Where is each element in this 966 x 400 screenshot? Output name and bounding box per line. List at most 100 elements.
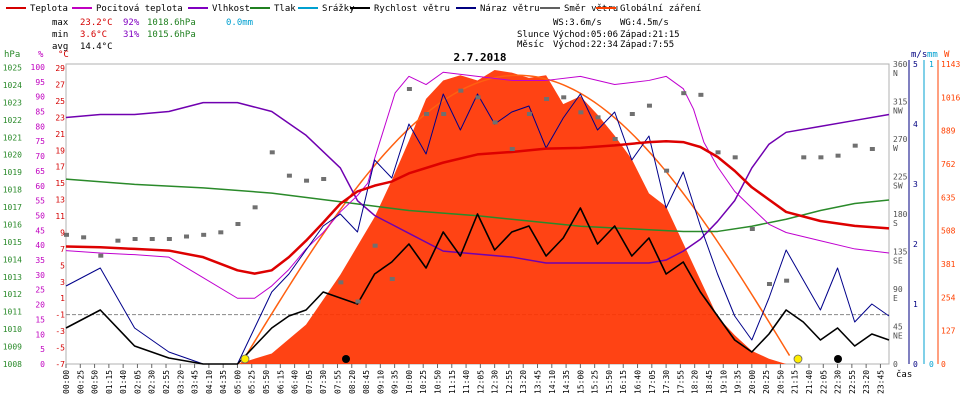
axis-tick-label: 19 [55,146,65,155]
axis-tick-label: 25 [35,286,45,295]
x-tick-label: 00:00 [62,370,71,394]
x-tick-label: 02:55 [162,370,171,394]
axis-tick-label: 4 [913,120,918,129]
unit-w: W [944,50,950,60]
axis-tick-label: 0 [941,360,946,369]
wind-dir-point [201,232,207,237]
axis-tick-label: 360 [893,60,908,69]
axis-tick-label: 1010 [3,325,22,334]
x-tick-label: 13:20 [519,370,528,394]
stats-wind-gust: WG:4.5m/s [620,18,669,28]
legend-label: Rychlost větru [374,4,450,14]
wind-dir-point [544,97,550,101]
axis-tick-label: 21 [55,130,65,139]
x-tick-label: 04:10 [205,370,214,394]
x-tick-label: 17:05 [648,370,657,394]
stats-sun-label: Slunce [517,30,550,40]
x-tick-label: 12:55 [505,370,514,394]
x-tick-label: 07:55 [333,370,342,394]
wind-dir-point [252,205,258,210]
legend-label: Tlak [274,4,296,14]
stats-panel: max 23.2°C 92% 1018.6hPa 0.0mm min 3.6°C… [52,18,680,52]
legend-label: Náraz větru [480,4,540,14]
wind-dir-point [406,87,412,91]
x-tick-label: 22:30 [834,370,843,394]
series-line [65,93,890,365]
legend-label: Teplota [30,4,68,14]
axis-tick-label: 27 [55,81,65,90]
wind-dir-point [372,243,378,248]
axis-tick-label: 1014 [3,255,22,264]
stats-avg-temp: 14.4°C [80,42,113,52]
moonset-marker [342,355,350,363]
axis-tick-label: 85 [35,108,45,117]
wind-dir-point [149,237,155,241]
x-tick-label: 12:30 [491,370,500,394]
legend-label: Směr větru [564,4,618,14]
x-tick-label: 16:40 [634,370,643,394]
wind-dir-point [321,177,327,181]
x-tick-label: 23:45 [876,370,885,394]
axis-tick-label: 225 [893,173,908,182]
x-tick-label: 11:40 [462,370,471,394]
wind-dir-point [184,234,190,239]
x-tick-label: 21:15 [791,370,800,394]
x-tick-label: 11:15 [448,370,457,394]
wind-dir-point [835,153,841,158]
sunset-marker [793,354,803,364]
axis-tick-label: -3 [55,327,65,336]
stats-wind-speed: WS:3.6m/s [553,18,602,28]
axis-tick-label: 1025 [3,63,22,72]
axis-tick-label: 90 [893,285,903,294]
axis-tick-label: 11 [55,212,65,221]
axis-tick-label: E [893,294,898,303]
x-tick-label: 10:25 [419,370,428,394]
wind-dir-point [818,155,824,160]
wind-dir-point [166,237,172,241]
wind-dir-point [81,235,87,240]
axis-tick-label: 381 [941,260,956,269]
axis-tick-label: 17 [55,163,65,172]
axis-tick-label: 25 [55,97,65,106]
wind-dir-point [784,278,790,283]
axis-tick-label: 40 [35,241,45,250]
x-tick-label: 10:00 [405,370,414,394]
axis-tick-label: 270 [893,135,908,144]
axis-tick-label: 1 [929,60,934,69]
axis-units: hPa % °C m/s mm W čas [4,50,950,380]
legend-label: Srážky [322,4,355,14]
x-tick-label: 20:25 [762,370,771,394]
axis-tick-label: 889 [941,127,956,136]
stats-moon-set: Západ:7:55 [620,40,674,50]
wind-dir-point [681,91,687,96]
axis-tick-label: 1 [60,294,65,303]
x-tick-label: 08:20 [348,370,357,394]
x-tick-label: 07:05 [305,370,314,394]
x-tick-label: 00:25 [76,370,85,394]
axis-tick-label: N [893,69,898,78]
wind-dir-point [492,120,498,125]
axis-tick-label: -1 [55,311,65,320]
axis-tick-label: 0 [893,360,898,369]
axis-tick-label: 1015 [3,238,22,247]
x-tick-label: 14:35 [562,370,571,394]
axis-tick-label: 80 [35,122,45,131]
axis-tick-label: 5 [913,60,918,69]
wind-dir-point [646,103,652,108]
axis-tick-label: -5 [55,344,65,353]
stats-min-temp: 3.6°C [80,30,107,40]
series-line [65,140,890,275]
x-tick-label: 18:20 [691,370,700,394]
stats-moon-label: Měsíc [517,40,544,50]
axis-tick-label: 50 [35,211,45,220]
axis-tick-label: 1143 [941,60,960,69]
axis-tick-label: 55 [35,197,45,206]
unit-degc: °C [58,50,69,60]
stats-max-rain: 0.0mm [226,18,253,28]
axis-tick-label: 60 [35,182,45,191]
axis-tick-label: S [893,219,898,228]
axis-tick-label: 100 [31,63,46,72]
x-tick-label: 21:40 [805,370,814,394]
chart-title: 2.7.2018 [454,51,507,64]
series-line [65,178,890,233]
